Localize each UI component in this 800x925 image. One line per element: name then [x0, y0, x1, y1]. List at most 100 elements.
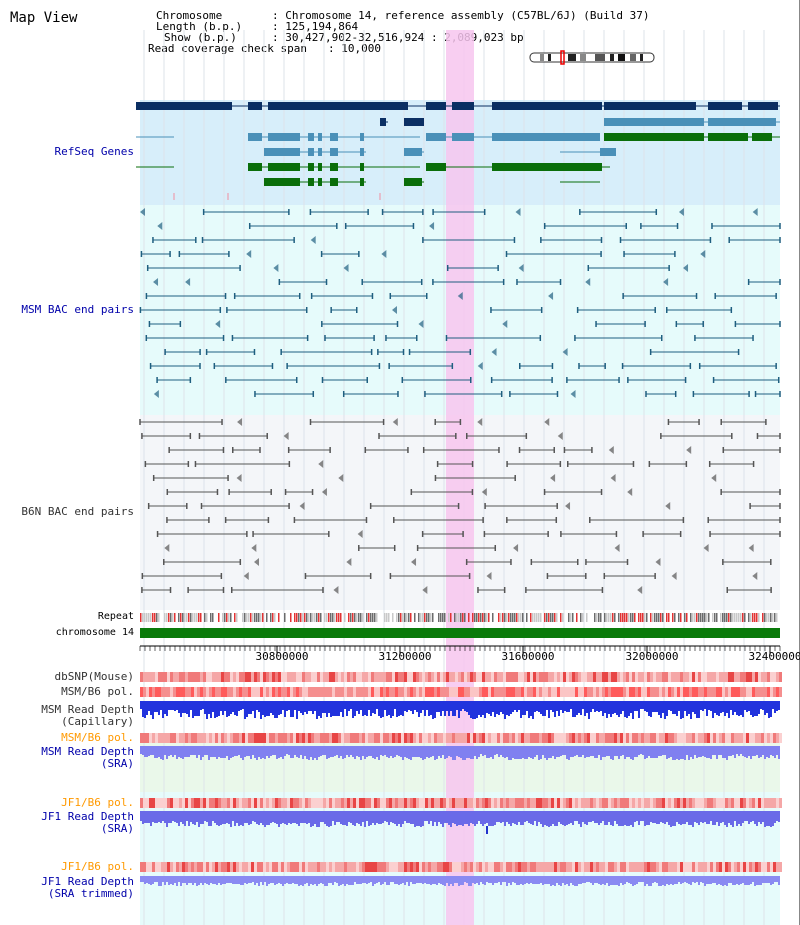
depth-bar: [416, 876, 418, 883]
bac-single-end: [418, 320, 424, 328]
heat-cell: [557, 798, 560, 808]
heat-cell: [173, 733, 176, 743]
heat-cell: [467, 672, 470, 682]
depth-bar: [360, 811, 362, 826]
heat-cell: [350, 862, 353, 872]
depth-bar: [292, 746, 294, 758]
heat-cell: [308, 798, 311, 808]
heat-cell: [542, 862, 545, 872]
repeat-mark: [464, 613, 466, 622]
heat-cell: [164, 672, 167, 682]
heat-cell: [743, 687, 746, 697]
depth-bar: [456, 811, 458, 826]
depth-bar: [340, 811, 342, 824]
depth-bar: [548, 811, 550, 827]
heat-cell: [449, 687, 452, 697]
heat-cell: [479, 687, 482, 697]
jf1-depth-trimmed-label-1: JF1 Read Depth: [41, 875, 134, 888]
depth-bar: [452, 876, 454, 886]
depth-bar: [708, 876, 710, 884]
heat-cell: [659, 687, 662, 697]
depth-bar: [572, 701, 574, 717]
gene-exon: [330, 163, 338, 171]
heat-cell: [461, 733, 464, 743]
depth-bar: [598, 701, 600, 712]
heat-cell: [161, 733, 164, 743]
depth-bar: [152, 746, 154, 755]
ideogram-band: [540, 54, 544, 61]
depth-bar: [308, 746, 310, 760]
depth-bar: [424, 746, 426, 759]
depth-bar: [612, 876, 614, 885]
heat-cell: [692, 687, 695, 697]
depth-bar: [610, 811, 612, 825]
depth-bar: [626, 811, 628, 826]
msm-depth-sra-label-1: MSM Read Depth: [41, 745, 134, 758]
depth-bar: [304, 876, 306, 884]
depth-bar: [278, 701, 280, 715]
heat-cell: [332, 862, 335, 872]
heat-cell: [482, 672, 485, 682]
repeat-mark: [728, 613, 730, 622]
heat-cell: [545, 687, 548, 697]
depth-bar: [238, 811, 240, 826]
depth-bar: [476, 811, 478, 824]
heat-cell: [293, 733, 296, 743]
heat-cell: [545, 798, 548, 808]
depth-bar: [376, 701, 378, 709]
depth-bar: [568, 701, 570, 712]
depth-bar: [620, 746, 622, 756]
depth-bar: [150, 811, 152, 826]
heat-cell: [503, 862, 506, 872]
heat-cell: [602, 687, 605, 697]
depth-bar: [778, 746, 780, 759]
depth-bar: [202, 811, 204, 824]
refseq-genes-label[interactable]: RefSeq Genes: [54, 145, 134, 158]
depth-bar: [640, 811, 642, 821]
depth-bar: [336, 701, 338, 716]
depth-bar: [750, 701, 752, 715]
depth-bar: [142, 701, 144, 717]
depth-bar: [430, 811, 432, 821]
depth-bar: [742, 701, 744, 717]
repeat-mark: [596, 613, 598, 622]
heat-cell: [302, 687, 305, 697]
repeat-mark: [644, 613, 646, 622]
depth-bar: [510, 876, 512, 885]
heat-cell: [461, 672, 464, 682]
depth-bar: [388, 811, 390, 825]
heat-cell: [257, 687, 260, 697]
repeat-mark: [468, 613, 470, 622]
heat-cell: [362, 672, 365, 682]
heat-cell: [569, 862, 572, 872]
heat-cell: [413, 687, 416, 697]
heat-cell: [431, 862, 434, 872]
depth-bar: [614, 876, 616, 885]
heat-cell: [680, 733, 683, 743]
b6n-bac-label[interactable]: B6N BAC end pairs: [21, 505, 134, 518]
heat-cell: [317, 862, 320, 872]
depth-bar: [776, 811, 778, 821]
heat-cell: [713, 733, 716, 743]
heat-cell: [662, 672, 665, 682]
depth-bar: [296, 746, 298, 757]
heat-cell: [521, 687, 524, 697]
heat-cell: [581, 862, 584, 872]
depth-bar: [568, 876, 570, 886]
heat-cell: [197, 733, 200, 743]
repeat-mark: [318, 613, 320, 622]
heat-cell: [152, 798, 155, 808]
depth-bar: [234, 701, 236, 715]
depth-bar: [740, 746, 742, 754]
depth-bar: [376, 746, 378, 757]
repeat-mark: [396, 613, 398, 622]
depth-bar: [370, 746, 372, 756]
depth-bar: [268, 811, 270, 825]
depth-bar: [486, 811, 488, 823]
repeat-mark: [700, 613, 702, 622]
heat-cell: [755, 798, 758, 808]
gene-exon: [600, 148, 616, 156]
msm-bac-label[interactable]: MSM BAC end pairs: [21, 303, 134, 316]
depth-bar: [736, 876, 738, 884]
